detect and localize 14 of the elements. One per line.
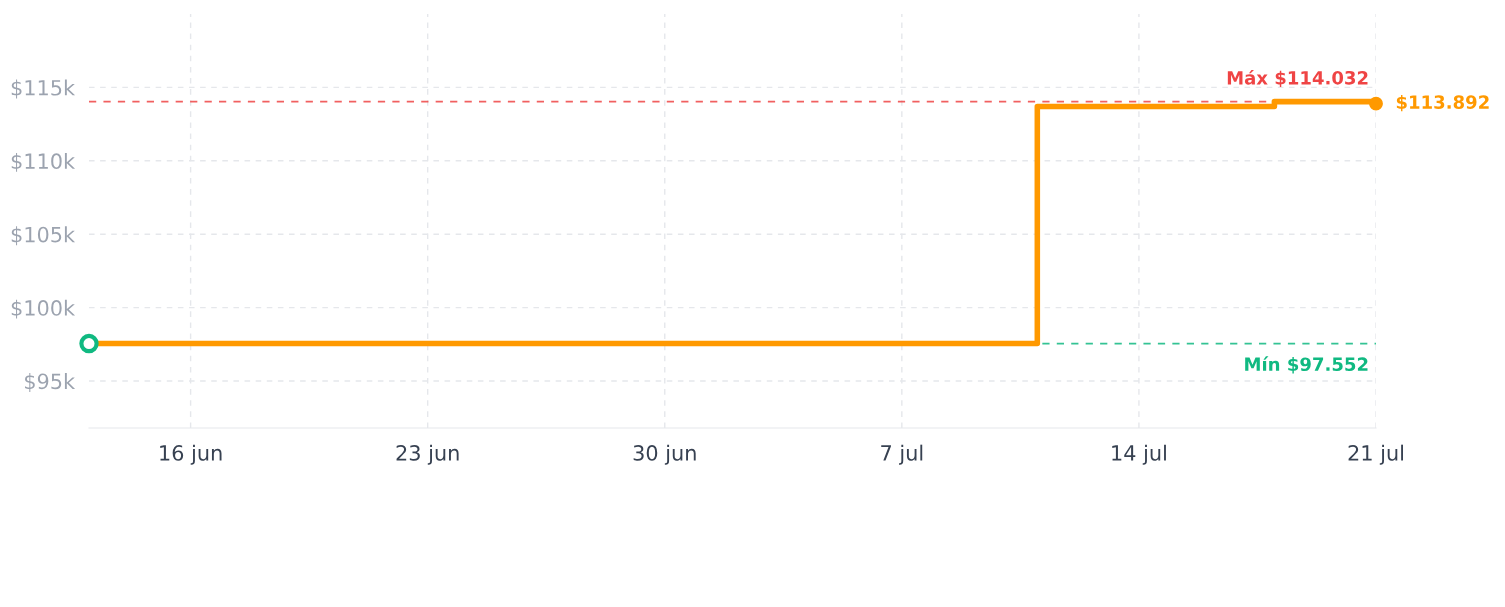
x-tick-label: 7 jul — [881, 444, 923, 465]
y-tick-label: $105k — [11, 226, 76, 246]
x-tick-label: 21 jul — [1348, 444, 1403, 465]
x-tick-label: 16 jun — [160, 444, 222, 465]
y-tick-label: $115k — [11, 79, 76, 99]
x-tick-label: 30 jun — [633, 444, 696, 465]
ref-line-label: Mín $97.552 — [1245, 356, 1368, 374]
y-tick-label: $95k — [25, 373, 76, 392]
y-tick-label: $100k — [11, 299, 76, 319]
ref-line-label: Máx $114.032 — [1227, 69, 1368, 88]
x-tick-label: 23 jun — [396, 444, 459, 465]
x-tick-label: 14 jul — [1112, 444, 1166, 465]
y-tick-label: $110k — [11, 152, 76, 172]
data-label: $113.892 — [1396, 94, 1489, 112]
